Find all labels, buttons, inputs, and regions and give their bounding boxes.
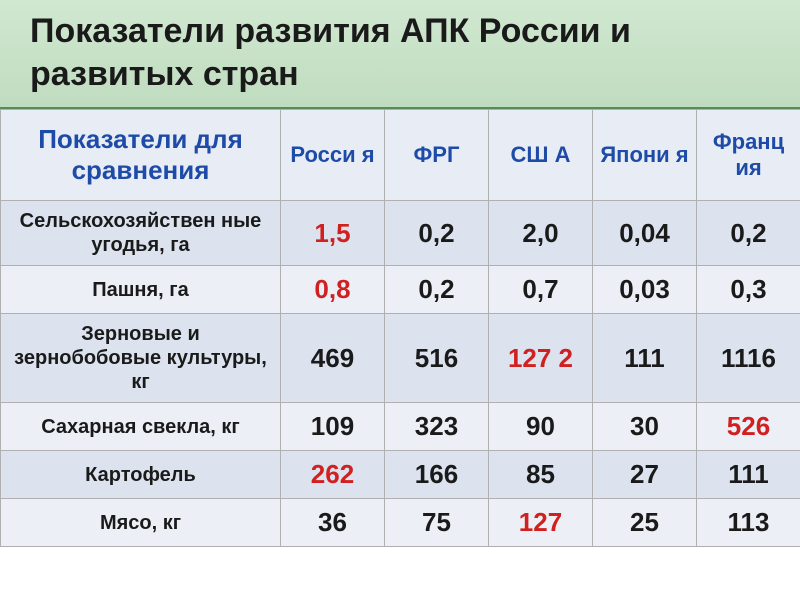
cell-value: 113 xyxy=(697,499,800,547)
cell-value: 127 xyxy=(489,499,593,547)
cell-value: 323 xyxy=(385,403,489,451)
cell-value: 109 xyxy=(281,403,385,451)
cell-value: 36 xyxy=(281,499,385,547)
header-indicator: Показатели для сравнения xyxy=(1,110,281,201)
title-section: Показатели развития АПК России и развиты… xyxy=(0,0,800,109)
cell-value: 25 xyxy=(593,499,697,547)
row-label: Мясо, кг xyxy=(1,499,281,547)
table-row: Сахарная свекла, кг1093239030526 xyxy=(1,403,800,451)
cell-value: 0,2 xyxy=(385,266,489,314)
cell-value: 516 xyxy=(385,314,489,403)
cell-value: 0,2 xyxy=(385,201,489,266)
cell-value: 166 xyxy=(385,451,489,499)
row-label: Зерновые и зернобобовые культуры, кг xyxy=(1,314,281,403)
table-body: Сельскохозяйствен ные угодья, га1,50,22,… xyxy=(1,201,800,547)
cell-value: 30 xyxy=(593,403,697,451)
row-label: Картофель xyxy=(1,451,281,499)
cell-value: 0,8 xyxy=(281,266,385,314)
cell-value: 75 xyxy=(385,499,489,547)
cell-value: 2,0 xyxy=(489,201,593,266)
header-country: Франц ия xyxy=(697,110,800,201)
cell-value: 111 xyxy=(697,451,800,499)
cell-value: 111 xyxy=(593,314,697,403)
table-header-row: Показатели для сравнения Росси я ФРГ СШ … xyxy=(1,110,800,201)
cell-value: 1,5 xyxy=(281,201,385,266)
cell-value: 90 xyxy=(489,403,593,451)
cell-value: 27 xyxy=(593,451,697,499)
table-row: Зерновые и зернобобовые культуры, кг4695… xyxy=(1,314,800,403)
cell-value: 262 xyxy=(281,451,385,499)
cell-value: 0,3 xyxy=(697,266,800,314)
table-row: Пашня, га0,80,20,70,030,3 xyxy=(1,266,800,314)
header-country: Росси я xyxy=(281,110,385,201)
header-country: Япони я xyxy=(593,110,697,201)
table-row: Картофель2621668527111 xyxy=(1,451,800,499)
header-country: ФРГ xyxy=(385,110,489,201)
cell-value: 0,7 xyxy=(489,266,593,314)
cell-value: 469 xyxy=(281,314,385,403)
comparison-table: Показатели для сравнения Росси я ФРГ СШ … xyxy=(0,109,800,547)
row-label: Пашня, га xyxy=(1,266,281,314)
row-label: Сельскохозяйствен ные угодья, га xyxy=(1,201,281,266)
header-country: СШ А xyxy=(489,110,593,201)
cell-value: 526 xyxy=(697,403,800,451)
cell-value: 0,04 xyxy=(593,201,697,266)
cell-value: 127 2 xyxy=(489,314,593,403)
cell-value: 0,2 xyxy=(697,201,800,266)
cell-value: 0,03 xyxy=(593,266,697,314)
page-title: Показатели развития АПК России и развиты… xyxy=(30,10,770,95)
cell-value: 1116 xyxy=(697,314,800,403)
row-label: Сахарная свекла, кг xyxy=(1,403,281,451)
table-row: Мясо, кг367512725113 xyxy=(1,499,800,547)
cell-value: 85 xyxy=(489,451,593,499)
table-row: Сельскохозяйствен ные угодья, га1,50,22,… xyxy=(1,201,800,266)
